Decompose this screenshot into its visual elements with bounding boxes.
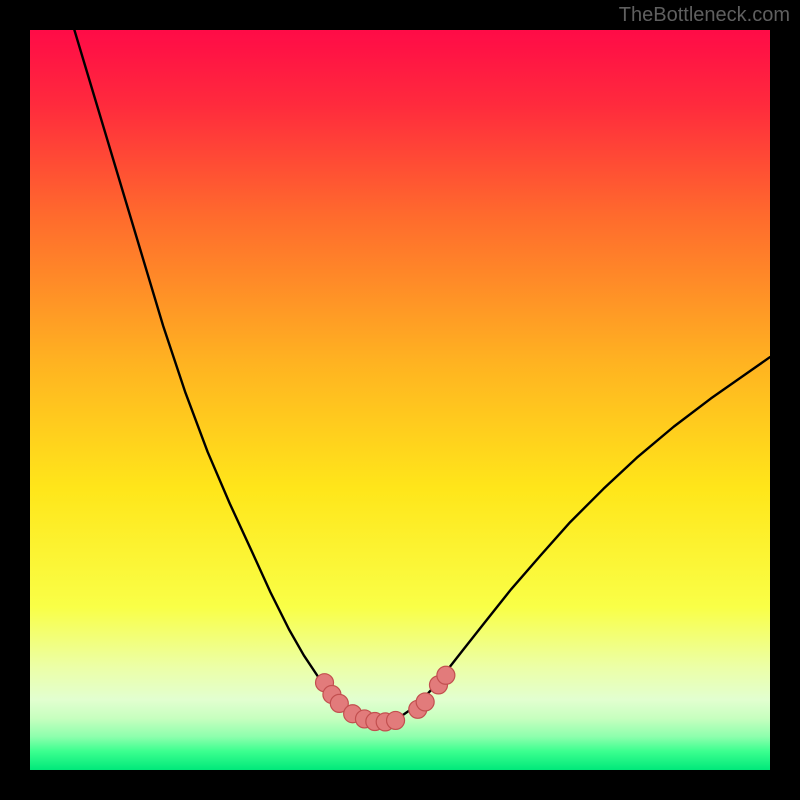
chart-svg <box>0 0 800 800</box>
data-marker <box>437 666 455 684</box>
data-marker <box>416 693 434 711</box>
gradient-plot-area <box>30 30 770 770</box>
chart-stage: TheBottleneck.com <box>0 0 800 800</box>
data-marker <box>387 711 405 729</box>
